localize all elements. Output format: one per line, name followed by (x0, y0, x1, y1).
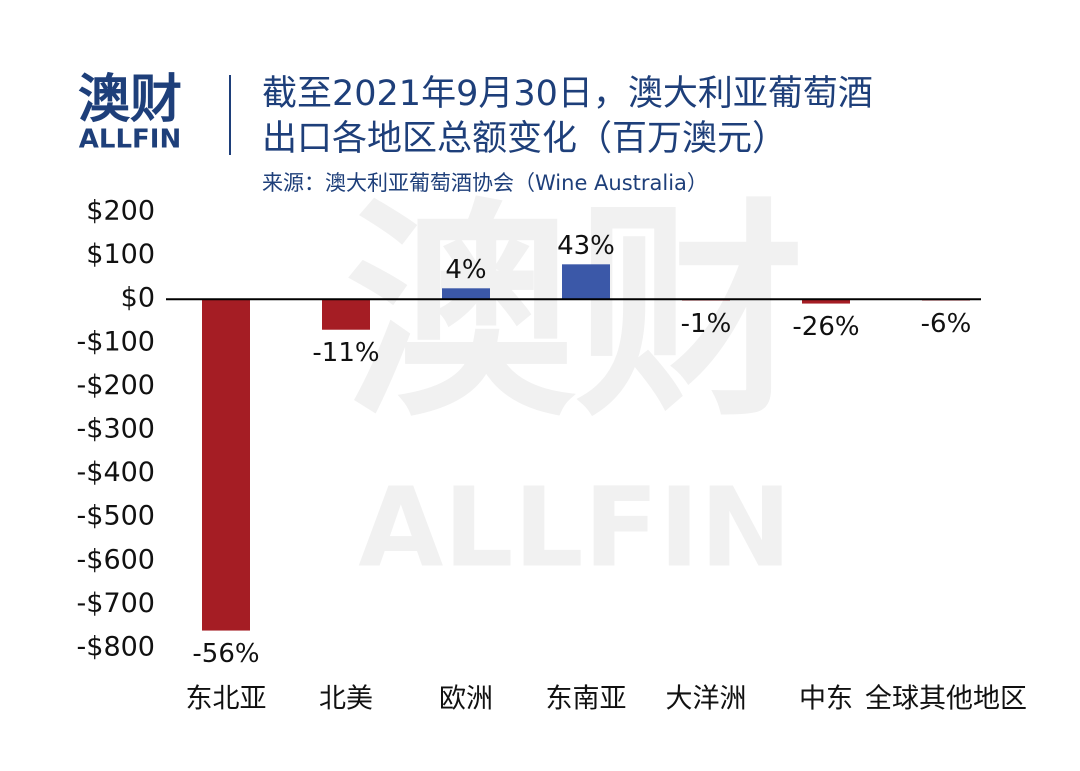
change-label: -26% (792, 312, 859, 342)
y-tick-label: -$400 (77, 457, 155, 488)
x-tick-label: 东北亚 (186, 684, 267, 715)
y-tick-label: -$200 (77, 370, 155, 401)
watermark-logo: 澳财 (345, 181, 805, 448)
chart-subtitle: 来源：澳大利亚葡萄酒协会（Wine Australia） (262, 171, 708, 195)
y-tick-label: -$100 (77, 326, 155, 357)
y-tick-label: -$600 (77, 544, 155, 575)
y-tick-label: -$800 (77, 632, 155, 663)
change-label: 43% (557, 231, 615, 261)
bar (202, 299, 250, 631)
logo-brand: ALLFIN (79, 125, 181, 155)
bar (322, 299, 370, 330)
bar (562, 264, 610, 300)
change-label: -1% (681, 309, 732, 339)
y-tick-label: $200 (86, 196, 155, 227)
x-tick-label: 全球其他地区 (865, 684, 1027, 715)
y-tick-label: -$500 (77, 501, 155, 532)
y-tick-label: -$700 (77, 588, 155, 619)
x-tick-label: 大洋洲 (666, 684, 747, 715)
bar (442, 288, 490, 300)
x-tick-label: 北美 (319, 684, 373, 715)
logo-name: 澳财 (78, 70, 182, 130)
change-label: -56% (192, 639, 259, 669)
watermark-brand: ALLFIN (358, 463, 791, 591)
change-label: -6% (921, 309, 972, 339)
chart-title: 截至2021年9月30日，澳大利亚葡萄酒 (262, 74, 873, 114)
y-tick-label: $100 (86, 239, 155, 270)
y-tick-label: -$300 (77, 414, 155, 445)
x-tick-label: 中东 (799, 684, 853, 715)
x-tick-label: 欧洲 (439, 684, 493, 715)
y-tick-label: $0 (121, 283, 155, 314)
change-label: -11% (312, 338, 379, 368)
chart-title: 出口各地区总额变化（百万澳元） (262, 119, 787, 159)
change-label: 4% (445, 255, 486, 285)
x-tick-label: 东南亚 (546, 684, 627, 715)
bar (802, 299, 850, 304)
